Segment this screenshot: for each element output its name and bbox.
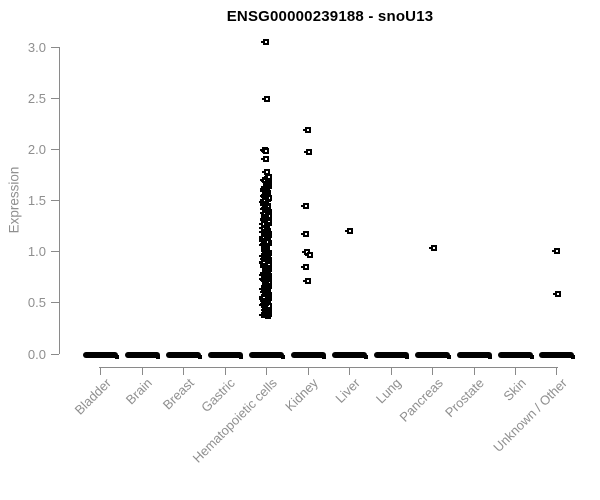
zero-expression-cluster-point bbox=[239, 354, 244, 359]
data-point-marker bbox=[261, 169, 270, 176]
y-axis-tick-label: 0.5 bbox=[27, 295, 46, 311]
y-axis-tick bbox=[51, 251, 59, 253]
data-point-marker bbox=[260, 39, 269, 46]
x-axis-tick bbox=[307, 367, 309, 375]
x-axis-tick bbox=[473, 367, 475, 375]
zero-expression-cluster bbox=[166, 351, 202, 358]
data-point-marker bbox=[264, 174, 273, 181]
data-point-marker bbox=[302, 127, 311, 134]
y-axis-tick bbox=[51, 98, 59, 100]
y-axis-line bbox=[59, 47, 60, 354]
chart-title: ENSG00000239188 - snoU13 bbox=[226, 8, 434, 25]
y-axis-tick-label: 1.5 bbox=[27, 193, 46, 209]
zero-expression-cluster bbox=[207, 351, 243, 358]
x-axis-tick bbox=[515, 367, 516, 375]
zero-expression-cluster bbox=[83, 351, 119, 358]
zero-expression-cluster bbox=[539, 351, 575, 358]
zero-expression-cluster-point bbox=[197, 354, 202, 359]
zero-expression-cluster-point bbox=[322, 354, 327, 359]
y-axis-tick bbox=[51, 200, 59, 202]
y-axis-tick-label: 3.0 bbox=[27, 39, 46, 55]
data-point-marker bbox=[551, 247, 560, 254]
data-point-marker bbox=[301, 264, 310, 271]
zero-expression-cluster bbox=[456, 351, 492, 358]
x-axis-tick bbox=[432, 367, 434, 375]
y-axis-tick-label: 0.0 bbox=[27, 346, 46, 362]
x-axis-tick bbox=[224, 367, 226, 375]
zero-expression-cluster bbox=[290, 351, 326, 358]
x-axis-line bbox=[99, 367, 558, 368]
zero-expression-cluster-point bbox=[529, 354, 534, 359]
x-axis-tick bbox=[141, 367, 143, 375]
data-point-marker bbox=[301, 248, 310, 255]
data-point-marker bbox=[261, 95, 270, 102]
y-axis-tick-label: 1.0 bbox=[27, 244, 46, 260]
zero-expression-cluster bbox=[373, 351, 409, 358]
x-axis-tick bbox=[390, 367, 392, 375]
zero-expression-cluster bbox=[124, 351, 160, 358]
zero-expression-cluster-point bbox=[488, 354, 493, 359]
x-axis-tick bbox=[556, 367, 558, 375]
x-axis-tick bbox=[349, 367, 351, 375]
data-point-marker bbox=[304, 251, 313, 258]
y-axis-tick bbox=[51, 46, 59, 48]
y-axis-tick bbox=[51, 149, 59, 151]
zero-expression-cluster bbox=[332, 351, 368, 358]
y-axis-tick bbox=[51, 302, 59, 304]
zero-expression-cluster-point bbox=[570, 354, 575, 359]
y-axis-tick bbox=[51, 353, 59, 355]
data-point-marker bbox=[302, 278, 311, 285]
zero-expression-cluster bbox=[415, 351, 451, 358]
y-axis-tick-label: 2.5 bbox=[27, 91, 46, 107]
x-axis-tick bbox=[183, 367, 185, 375]
data-point-marker bbox=[260, 155, 269, 162]
zero-expression-cluster-point bbox=[405, 354, 410, 359]
data-point-marker bbox=[429, 244, 438, 251]
data-point-marker bbox=[345, 228, 353, 235]
data-point-marker bbox=[261, 147, 270, 154]
zero-expression-cluster-point bbox=[156, 354, 161, 359]
data-point-marker bbox=[553, 290, 562, 297]
data-point-marker bbox=[301, 202, 310, 209]
zero-expression-cluster-point bbox=[280, 354, 285, 359]
zero-expression-cluster bbox=[249, 351, 285, 358]
zero-expression-cluster-point bbox=[114, 354, 119, 359]
zero-expression-cluster-point bbox=[363, 354, 368, 359]
y-axis-tick-label: 2.0 bbox=[27, 142, 46, 158]
x-axis-tick bbox=[100, 367, 102, 375]
zero-expression-cluster-point bbox=[446, 354, 451, 359]
data-point-marker bbox=[301, 231, 310, 238]
x-axis-tick bbox=[266, 367, 268, 375]
zero-expression-cluster bbox=[498, 351, 533, 358]
data-point-marker bbox=[303, 148, 312, 155]
